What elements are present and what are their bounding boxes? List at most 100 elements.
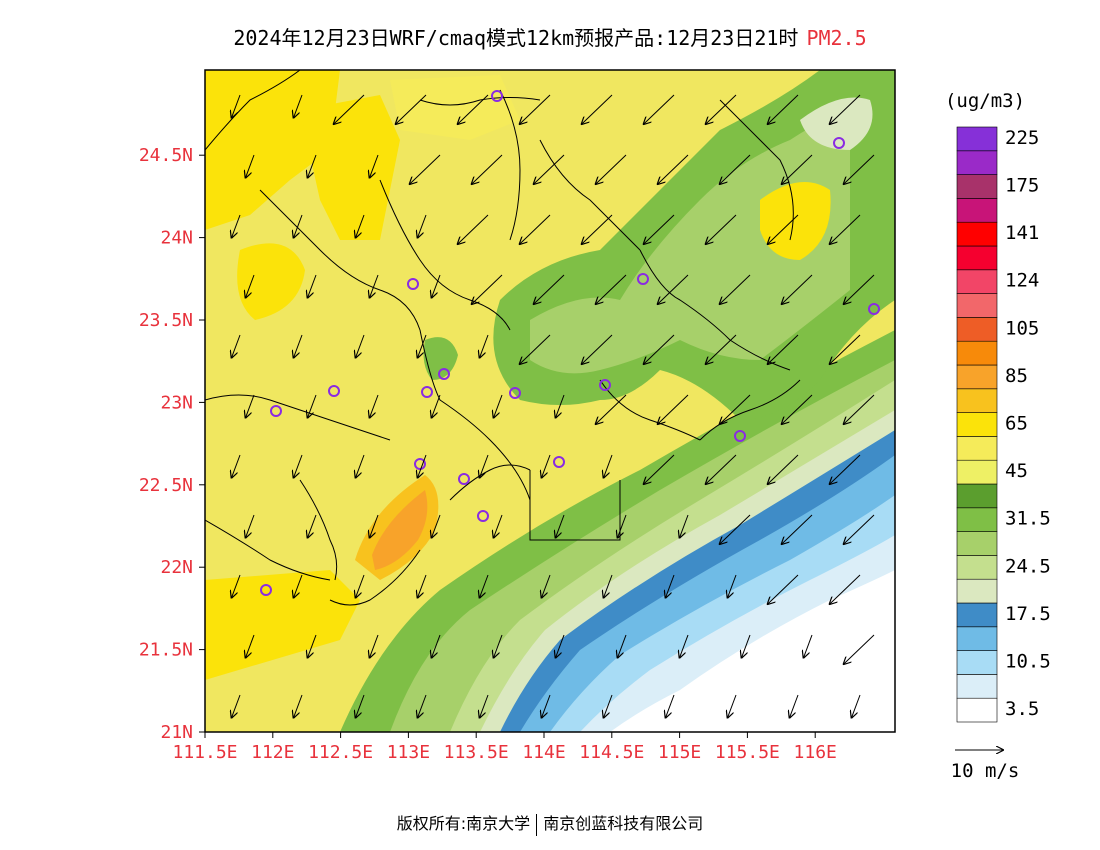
wind-arrow — [830, 334, 861, 364]
wind-arrow — [768, 574, 799, 604]
colorbar-swatch — [956, 626, 998, 651]
colorbar-label: 105 — [1005, 317, 1039, 339]
wind-arrow — [706, 94, 737, 124]
wind-arrow — [720, 514, 751, 544]
wind-arrow — [706, 334, 737, 364]
colorbar-swatch — [956, 364, 998, 390]
wind-arrow — [432, 394, 441, 418]
wind-arrow — [658, 274, 689, 304]
wind-arrow — [232, 694, 241, 718]
wind-arrow — [432, 274, 441, 298]
wind-arrow — [308, 634, 317, 658]
wind-arrow — [472, 154, 503, 184]
colorbar-swatch — [956, 388, 998, 413]
wind-arrow — [706, 214, 737, 244]
wind-arrow — [604, 454, 613, 478]
wind-arrow — [334, 94, 365, 124]
wind-arrow — [246, 634, 255, 658]
x-tick-label: 113E — [387, 742, 430, 763]
wind-arrow — [410, 154, 441, 184]
wind-arrow — [432, 634, 441, 658]
wind-arrow — [582, 214, 613, 244]
wind-arrow — [534, 154, 565, 184]
x-tick-label: 115.5E — [715, 742, 780, 763]
wind-arrow — [246, 274, 255, 298]
footer-copyright: 版权所有:南京大学 — [396, 814, 531, 833]
wind-arrow — [232, 214, 241, 238]
y-tick-label: 24N — [160, 228, 193, 249]
colorbar-swatch — [956, 150, 998, 175]
wind-arrow — [520, 214, 551, 244]
x-tick-label: 114.5E — [579, 742, 644, 763]
wind-arrow — [246, 154, 255, 178]
wind-arrow — [728, 694, 737, 718]
wind-arrow — [232, 454, 241, 478]
wind-arrow — [844, 394, 875, 424]
wind-arrow — [294, 574, 303, 598]
wind-arrow — [308, 514, 317, 538]
wind-arrow — [844, 274, 875, 304]
x-tick-label: 114E — [522, 742, 565, 763]
y-tick-label: 22.5N — [139, 475, 193, 496]
wind-arrow — [604, 694, 613, 718]
wind-arrow — [768, 214, 799, 244]
wind-arrow — [458, 214, 489, 244]
wind-arrow — [418, 454, 427, 478]
y-tick-label: 21N — [160, 722, 193, 743]
wind-arrow — [680, 514, 689, 538]
wind-arrow — [830, 94, 861, 124]
wind-arrow — [644, 214, 675, 244]
wind-arrow — [356, 574, 365, 598]
wind-arrow — [582, 94, 613, 124]
wind-arrow — [308, 154, 317, 178]
colorbar-swatch — [956, 507, 998, 532]
wind-arrow — [370, 514, 379, 538]
wind-arrow — [418, 694, 427, 718]
colorbar-swatch — [956, 602, 998, 628]
wind-arrow — [294, 454, 303, 478]
wind-arrow — [644, 334, 675, 364]
colorbar-swatch — [956, 578, 998, 604]
wind-arrow — [472, 274, 503, 304]
wind-arrow — [232, 94, 241, 118]
wind-arrow — [432, 514, 441, 538]
wind-arrow — [480, 574, 489, 598]
wind-arrow — [356, 334, 365, 358]
wind-arrow — [596, 394, 627, 424]
wind-arrow — [844, 154, 875, 184]
wind-arrow — [294, 694, 303, 718]
monitoring-sites — [260, 90, 880, 596]
colorbar-swatch — [956, 198, 998, 223]
wind-arrow — [720, 394, 751, 424]
wind-vectors — [232, 94, 875, 718]
wind-arrow — [370, 274, 379, 298]
wind-reference-label: 10 m/s — [951, 760, 1020, 782]
colorbar-label: 225 — [1005, 127, 1039, 149]
wind-arrow — [556, 634, 565, 658]
wind-arrow — [782, 274, 813, 304]
wind-arrow — [294, 214, 303, 238]
wind-arrow — [666, 694, 675, 718]
wind-arrow — [418, 334, 427, 358]
wind-arrow — [790, 694, 799, 718]
wind-arrow — [294, 334, 303, 358]
colorbar-swatch — [956, 221, 998, 247]
colorbar-swatch — [956, 340, 998, 366]
wind-arrow — [852, 694, 861, 718]
wind-arrow — [768, 454, 799, 484]
wind-arrow — [742, 634, 751, 658]
plot-frame — [204, 69, 896, 733]
wind-arrow — [830, 454, 861, 484]
x-tick-label: 113.5E — [444, 742, 509, 763]
wind-arrow — [644, 454, 675, 484]
wind-arrow — [658, 154, 689, 184]
title-main: 2024年12月23日WRF/cmaq模式12km预报产品:12月23日21时 — [233, 26, 799, 50]
colorbar-swatch — [956, 674, 998, 699]
colorbar-label: 65 — [1005, 413, 1028, 435]
wind-arrow — [370, 154, 379, 178]
wind-arrow — [494, 634, 503, 658]
colorbar-swatch — [956, 483, 998, 509]
colorbar-label: 175 — [1005, 175, 1039, 197]
title-variable: PM2.5 — [806, 26, 867, 50]
